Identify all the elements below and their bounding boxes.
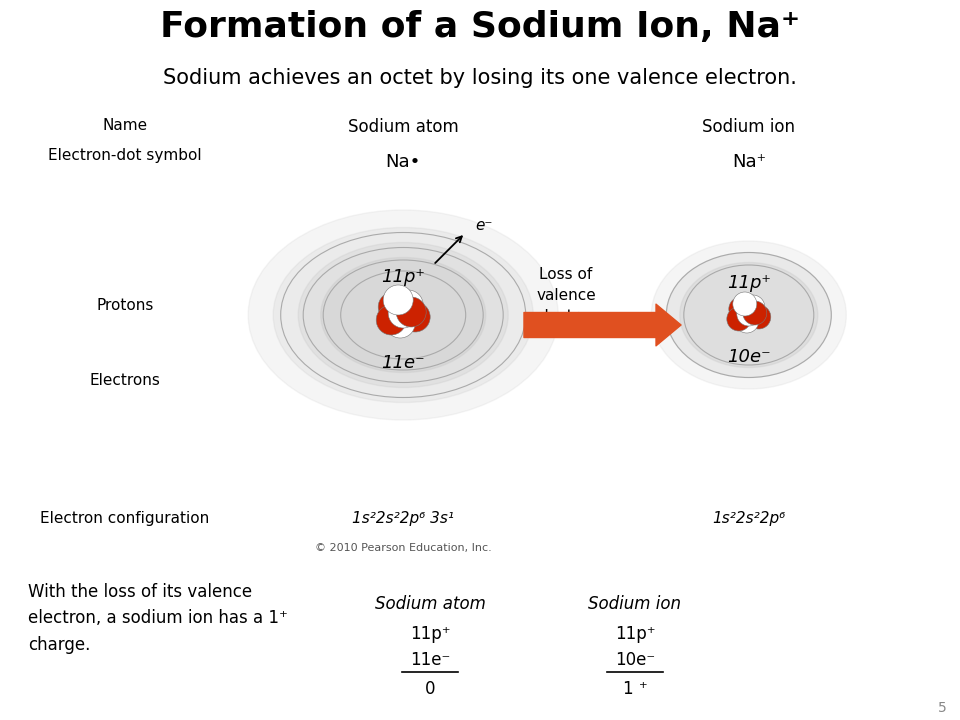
Circle shape	[378, 292, 408, 322]
Circle shape	[729, 297, 753, 321]
Text: Sodium ion: Sodium ion	[703, 118, 795, 136]
Circle shape	[388, 298, 419, 328]
Text: 11p⁺: 11p⁺	[727, 274, 771, 292]
Text: 11p⁺: 11p⁺	[614, 625, 656, 643]
Text: Sodium atom: Sodium atom	[348, 118, 459, 136]
Text: Name: Name	[102, 118, 148, 133]
Circle shape	[741, 295, 765, 319]
Text: Sodium achieves an octet by losing its one valence electron.: Sodium achieves an octet by losing its o…	[163, 68, 797, 88]
Ellipse shape	[299, 243, 508, 387]
Circle shape	[732, 292, 756, 316]
Text: 10e⁻: 10e⁻	[727, 348, 771, 366]
Text: 5: 5	[938, 701, 947, 715]
Ellipse shape	[651, 241, 847, 389]
Text: Sodium ion: Sodium ion	[588, 595, 682, 613]
Circle shape	[383, 285, 413, 315]
Circle shape	[734, 309, 758, 333]
Text: Formation of a Sodium Ion, Na⁺: Formation of a Sodium Ion, Na⁺	[160, 10, 800, 44]
Text: Electron configuration: Electron configuration	[40, 510, 209, 526]
Text: Na⁺: Na⁺	[732, 153, 766, 171]
Text: Electron-dot symbol: Electron-dot symbol	[48, 148, 202, 163]
Ellipse shape	[666, 253, 831, 377]
Text: 11p⁺: 11p⁺	[381, 268, 425, 286]
Text: 11p⁺: 11p⁺	[410, 625, 450, 643]
Text: 11e⁻: 11e⁻	[381, 354, 425, 372]
Circle shape	[743, 301, 767, 325]
Circle shape	[376, 305, 406, 335]
FancyArrowPatch shape	[524, 304, 681, 346]
Text: Protons: Protons	[96, 297, 154, 312]
Text: Na•: Na•	[386, 153, 420, 171]
Ellipse shape	[274, 228, 533, 402]
Circle shape	[737, 302, 761, 326]
Text: 1s²2s²2p⁶ 3s¹: 1s²2s²2p⁶ 3s¹	[352, 510, 454, 526]
Text: With the loss of its valence
electron, a sodium ion has a 1⁺
charge.: With the loss of its valence electron, a…	[28, 583, 288, 654]
Ellipse shape	[249, 210, 558, 420]
Text: 0: 0	[424, 680, 435, 698]
Ellipse shape	[680, 263, 818, 367]
Text: 1 ⁺: 1 ⁺	[623, 680, 647, 698]
Text: 10e⁻: 10e⁻	[615, 651, 655, 669]
Text: 1s²2s²2p⁶: 1s²2s²2p⁶	[712, 510, 785, 526]
Text: e⁻: e⁻	[475, 217, 492, 233]
Text: Loss of
valence
electron: Loss of valence electron	[535, 266, 597, 323]
Text: 11e⁻: 11e⁻	[410, 651, 450, 669]
Circle shape	[385, 308, 415, 338]
Ellipse shape	[321, 258, 486, 372]
Circle shape	[747, 305, 771, 329]
Circle shape	[396, 297, 426, 327]
Text: Electrons: Electrons	[89, 372, 160, 387]
Text: Sodium atom: Sodium atom	[374, 595, 486, 613]
Circle shape	[400, 302, 430, 332]
Text: © 2010 Pearson Education, Inc.: © 2010 Pearson Education, Inc.	[315, 543, 492, 553]
Circle shape	[727, 307, 751, 331]
Circle shape	[394, 290, 423, 320]
